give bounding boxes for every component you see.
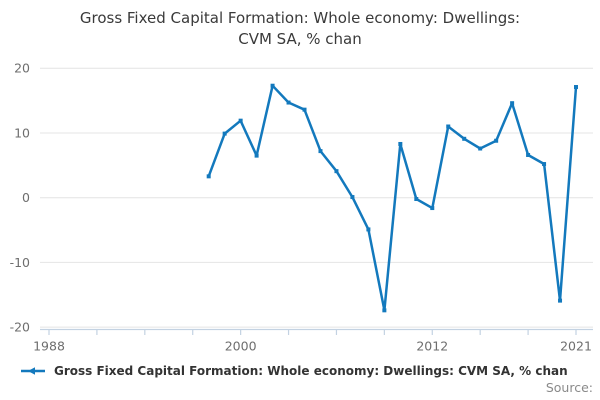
data-point-2009 <box>382 308 387 313</box>
data-point-2016 <box>494 138 499 143</box>
data-point-2014 <box>462 136 467 141</box>
data-point-2017 <box>510 101 515 106</box>
x-tick-label: 2021 <box>560 339 592 354</box>
series-line <box>207 84 578 312</box>
data-point-2002 <box>270 83 275 88</box>
data-point-2001 <box>254 153 259 158</box>
data-point-2013 <box>446 124 451 129</box>
plot-area-wrap: 20 10 0 -10 -20 1988 2000 2012 2021 <box>0 52 600 364</box>
data-point-2007 <box>350 195 355 200</box>
data-point-2011 <box>414 196 419 201</box>
x-tick-label: 2000 <box>225 339 257 354</box>
x-tick-label: 1988 <box>33 339 65 354</box>
y-tick-label: -10 <box>10 255 30 270</box>
data-point-2003 <box>286 100 291 105</box>
chart-title: Gross Fixed Capital Formation: Whole eco… <box>0 0 600 50</box>
legend-series-label: Gross Fixed Capital Formation: Whole eco… <box>54 364 568 378</box>
y-tick-label: -20 <box>10 320 30 335</box>
data-point-2008 <box>366 227 371 232</box>
y-tick-label: 0 <box>22 190 30 205</box>
legend: Gross Fixed Capital Formation: Whole eco… <box>20 364 568 378</box>
data-point-2019 <box>542 162 547 167</box>
x-tick-label: 2012 <box>416 339 448 354</box>
chart-title-line2: CVM SA, % chan <box>238 30 362 48</box>
data-point-2005 <box>318 149 323 154</box>
data-point-1999 <box>222 131 227 136</box>
data-point-2000 <box>238 118 243 123</box>
data-point-2012 <box>430 206 435 211</box>
data-point-2004 <box>302 107 307 112</box>
y-tick-label: 10 <box>14 125 30 140</box>
data-point-2021 <box>574 85 578 90</box>
chart-title-line1: Gross Fixed Capital Formation: Whole eco… <box>79 9 521 27</box>
data-point-2015 <box>478 146 483 151</box>
data-point-1998 <box>206 174 211 179</box>
y-tick-label: 20 <box>14 61 30 76</box>
data-point-2020 <box>558 298 563 303</box>
data-point-2018 <box>526 152 531 157</box>
source-label: Source: <box>545 380 593 395</box>
legend-series-marker-icon <box>21 367 45 375</box>
data-point-2006 <box>334 169 339 174</box>
data-point-2010 <box>398 141 403 146</box>
